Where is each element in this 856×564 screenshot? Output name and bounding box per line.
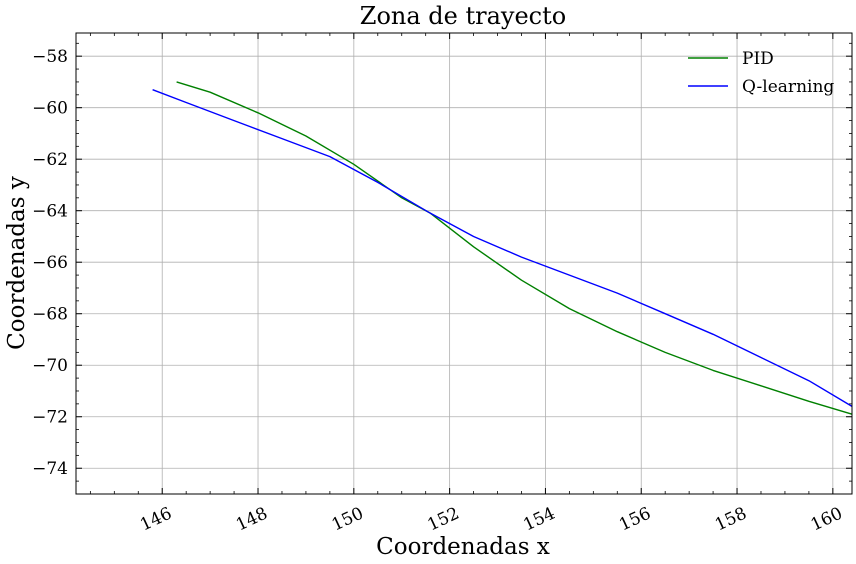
x-axis-label: Coordenadas x (376, 534, 550, 560)
chart-title: Zona de trayecto (360, 2, 566, 30)
y-tick-label: −74 (32, 459, 68, 479)
y-tick-label: −58 (32, 47, 68, 67)
plot-frame (75, 32, 853, 495)
y-tick-label: −62 (32, 150, 68, 170)
legend: PID Q-learning (688, 49, 834, 97)
axis-ticks: 146 148 150 152 154 156 158 160 −58 −60 −62 −64 −66 −… (32, 33, 852, 535)
legend-pid-label: PID (742, 49, 774, 69)
x-tick-label: 160 (808, 504, 846, 536)
x-tick-label: 152 (425, 504, 463, 536)
x-tick-label: 146 (137, 504, 175, 536)
legend-qlearning-label: Q-learning (742, 77, 834, 97)
x-tick-label: 156 (616, 504, 654, 536)
x-tick-label: 148 (233, 504, 271, 536)
series-line-pid (176, 81, 853, 415)
y-tick-label: −66 (32, 253, 68, 273)
y-tick-label: −68 (32, 305, 68, 325)
y-axis-label: Coordenadas y (4, 176, 30, 350)
y-tick-label: −64 (32, 202, 68, 222)
x-tick-label: 150 (329, 504, 367, 536)
y-tick-label: −70 (32, 356, 68, 376)
y-tick-label: −60 (32, 99, 68, 119)
series-lines (152, 81, 853, 415)
grid (76, 33, 852, 494)
y-tick-label: −72 (32, 408, 68, 428)
x-tick-label: 154 (520, 504, 558, 536)
x-tick-label: 158 (712, 504, 750, 536)
series-line-q-learning (152, 89, 853, 408)
